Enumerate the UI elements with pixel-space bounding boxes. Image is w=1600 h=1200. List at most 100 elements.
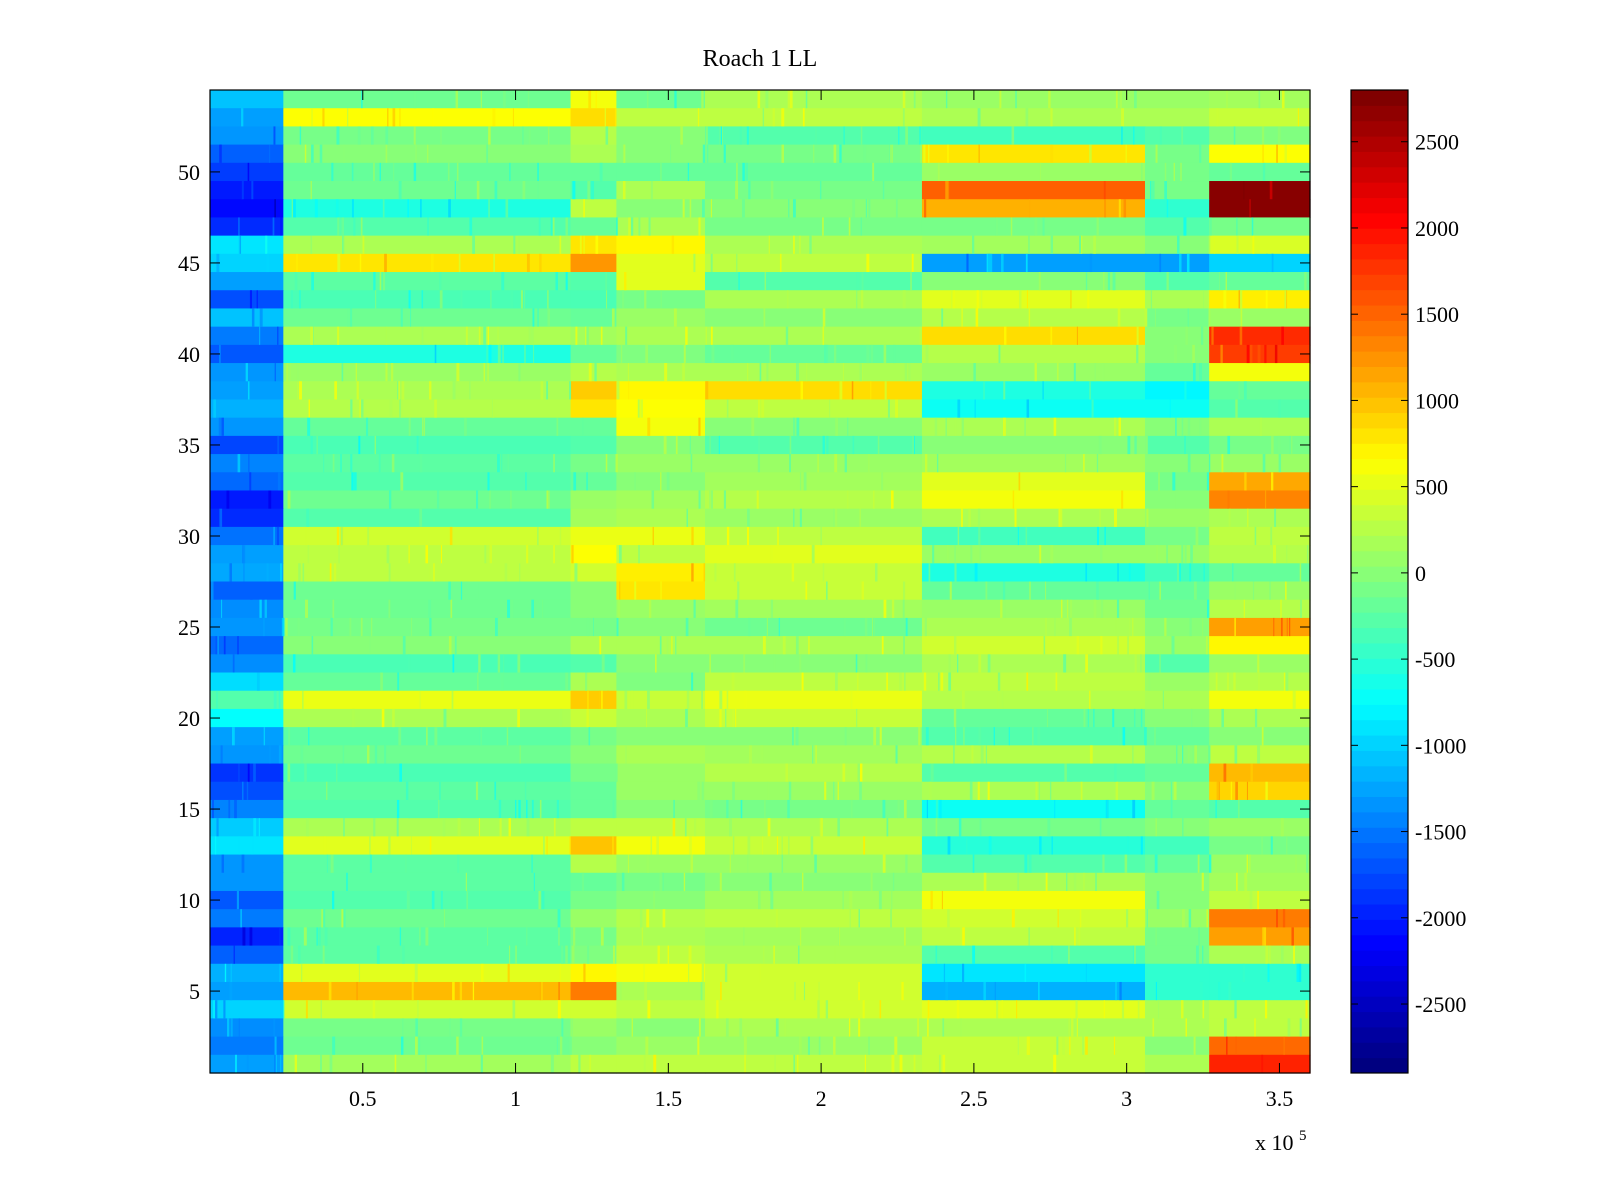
heatmap-texture-streak xyxy=(1273,617,1275,637)
heatmap-texture-streak xyxy=(834,945,836,964)
heatmap-texture-streak xyxy=(866,344,870,364)
heatmap-texture-streak xyxy=(293,581,296,600)
heatmap-texture-streak xyxy=(1188,909,1192,928)
heatmap-texture-streak xyxy=(343,909,346,928)
heatmap-texture-streak xyxy=(930,890,933,910)
heatmap-texture-streak xyxy=(341,363,344,382)
heatmap-cell-r42-seg8 xyxy=(1209,308,1311,328)
heatmap-texture-streak xyxy=(245,363,248,382)
heatmap-cell-r21-seg5 xyxy=(705,690,923,710)
heatmap-texture-streak xyxy=(1137,1000,1140,1019)
colorbar-tick-label: 1500 xyxy=(1415,302,1459,327)
heatmap-cell-r37-seg1 xyxy=(210,399,284,419)
heatmap-cell-r1-seg4 xyxy=(616,1054,706,1074)
heatmap-texture-streak xyxy=(833,781,835,800)
heatmap-texture-streak xyxy=(553,454,555,473)
heatmap-cell-r28-seg4 xyxy=(616,563,706,583)
heatmap-texture-streak xyxy=(414,963,418,982)
heatmap-texture-streak xyxy=(571,545,574,564)
heatmap-texture-streak xyxy=(640,399,643,418)
heatmap-texture-streak xyxy=(240,909,242,928)
heatmap-cell-r21-seg8 xyxy=(1209,690,1311,710)
colorbar-swatch xyxy=(1351,719,1408,736)
heatmap-texture-streak xyxy=(431,890,435,910)
heatmap-cell-r36-seg4 xyxy=(616,417,706,437)
heatmap-texture-streak xyxy=(418,1036,421,1055)
heatmap-texture-streak xyxy=(594,363,597,382)
heatmap-cell-r16-seg3 xyxy=(570,781,617,801)
heatmap-texture-streak xyxy=(547,308,550,327)
heatmap-texture-streak xyxy=(1202,945,1204,964)
heatmap-texture-streak xyxy=(526,545,529,564)
heatmap-texture-streak xyxy=(1234,581,1237,600)
heatmap-texture-streak xyxy=(945,90,948,109)
heatmap-cell-r23-seg6 xyxy=(921,654,1146,674)
colorbar-swatch xyxy=(1351,289,1408,306)
heatmap-cell-r20-seg8 xyxy=(1209,708,1311,728)
colorbar-swatch xyxy=(1351,673,1408,690)
heatmap-texture-streak xyxy=(592,617,594,637)
heatmap-texture-streak xyxy=(569,836,571,855)
heatmap-texture-streak xyxy=(600,927,604,946)
heatmap-texture-streak xyxy=(833,508,835,527)
heatmap-texture-streak xyxy=(744,1054,746,1073)
heatmap-texture-streak xyxy=(685,326,688,345)
heatmap-texture-streak xyxy=(379,162,381,182)
heatmap-texture-streak xyxy=(483,326,486,345)
heatmap-texture-streak xyxy=(455,90,459,109)
heatmap-texture-streak xyxy=(278,745,282,764)
heatmap-texture-streak xyxy=(585,672,588,691)
heatmap-texture-streak xyxy=(393,162,395,182)
heatmap-texture-streak xyxy=(1291,435,1293,455)
heatmap-texture-streak xyxy=(548,126,550,145)
y-tick-label: 30 xyxy=(178,524,200,549)
heatmap-texture-streak xyxy=(683,344,686,364)
heatmap-cell-r15-seg2 xyxy=(283,799,572,819)
heatmap-texture-streak xyxy=(388,563,391,582)
heatmap-texture-streak xyxy=(1024,854,1028,873)
heatmap-cell-r53-seg2 xyxy=(283,108,572,127)
heatmap-texture-streak xyxy=(542,599,544,618)
heatmap-cell-r45-seg7 xyxy=(1145,253,1210,273)
heatmap-texture-streak xyxy=(946,545,949,564)
heatmap-cell-r34-seg2 xyxy=(283,454,572,473)
heatmap-cell-r6-seg6 xyxy=(921,963,1146,983)
heatmap-texture-streak xyxy=(662,909,666,928)
heatmap-texture-streak xyxy=(941,308,944,327)
heatmap-texture-streak xyxy=(1175,490,1179,509)
heatmap-texture-streak xyxy=(599,636,602,655)
heatmap-cell-r43-seg3 xyxy=(570,290,617,310)
heatmap-texture-streak xyxy=(958,818,962,837)
heatmap-texture-streak xyxy=(939,799,942,819)
heatmap-texture-streak xyxy=(822,435,825,455)
heatmap-texture-streak xyxy=(466,890,469,910)
heatmap-texture-streak xyxy=(925,727,929,746)
heatmap-texture-streak xyxy=(438,799,440,819)
heatmap-texture-streak xyxy=(1261,727,1264,746)
heatmap-texture-streak xyxy=(1249,890,1253,910)
heatmap-texture-streak xyxy=(872,162,875,182)
heatmap-texture-streak xyxy=(1209,217,1212,236)
heatmap-texture-streak xyxy=(886,818,889,837)
heatmap-texture-streak xyxy=(978,144,980,163)
heatmap-texture-streak xyxy=(1236,235,1239,254)
colorbar-swatch xyxy=(1351,151,1408,168)
heatmap-texture-streak xyxy=(770,181,774,200)
heatmap-texture-streak xyxy=(486,144,489,163)
heatmap-texture-streak xyxy=(1121,1000,1125,1019)
heatmap-texture-streak xyxy=(1053,417,1057,436)
heatmap-texture-streak xyxy=(701,781,705,800)
heatmap-cell-r47-seg6 xyxy=(921,217,1146,237)
colorbar-swatch xyxy=(1351,166,1408,183)
heatmap-texture-streak xyxy=(1071,1018,1074,1037)
heatmap-cell-r44-seg7 xyxy=(1145,272,1210,291)
heatmap-texture-streak xyxy=(589,1054,592,1073)
heatmap-texture-streak xyxy=(341,909,344,928)
heatmap-cell-r24-seg1 xyxy=(210,636,284,655)
heatmap-cell-r35-seg1 xyxy=(210,435,284,455)
heatmap-texture-streak xyxy=(343,235,345,254)
heatmap-texture-streak xyxy=(634,472,636,491)
heatmap-texture-streak xyxy=(296,253,298,273)
heatmap-cell-r13-seg4 xyxy=(616,836,706,856)
heatmap-texture-streak xyxy=(637,399,640,418)
